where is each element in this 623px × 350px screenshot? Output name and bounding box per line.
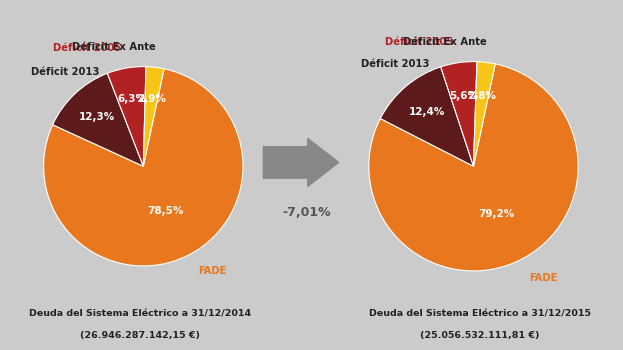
Wedge shape <box>44 69 243 266</box>
Text: Déficit 2013: Déficit 2013 <box>361 58 429 69</box>
Text: Déficit 2005: Déficit 2005 <box>53 43 121 53</box>
Text: -7,01%: -7,01% <box>282 206 331 219</box>
Wedge shape <box>107 66 146 166</box>
Text: Deuda del Sistema Eléctrico a 31/12/2014: Deuda del Sistema Eléctrico a 31/12/2014 <box>29 310 251 319</box>
Wedge shape <box>369 64 578 271</box>
Text: 78,5%: 78,5% <box>148 206 184 216</box>
Text: 2,9%: 2,9% <box>137 94 166 104</box>
Text: Déficit 2013: Déficit 2013 <box>31 67 99 77</box>
Text: Deuda del Sistema Eléctrico a 31/12/2015: Deuda del Sistema Eléctrico a 31/12/2015 <box>369 310 591 319</box>
Wedge shape <box>380 67 473 166</box>
Text: Déficit Ex Ante: Déficit Ex Ante <box>72 42 155 52</box>
Text: FADE: FADE <box>529 273 557 283</box>
Wedge shape <box>53 73 143 166</box>
Text: Déficit Ex Ante: Déficit Ex Ante <box>403 37 487 47</box>
Text: Déficit 2005: Déficit 2005 <box>385 37 454 47</box>
Wedge shape <box>440 62 477 166</box>
Text: 6,3%: 6,3% <box>117 94 146 104</box>
Wedge shape <box>473 62 495 166</box>
Text: 2,8%: 2,8% <box>468 91 497 100</box>
Wedge shape <box>143 66 164 166</box>
Text: 79,2%: 79,2% <box>478 209 514 218</box>
Text: 5,6%: 5,6% <box>449 91 478 101</box>
Text: 12,4%: 12,4% <box>409 107 445 117</box>
Text: (26.946.287.142,15 €): (26.946.287.142,15 €) <box>80 331 200 340</box>
FancyArrow shape <box>264 139 339 186</box>
Text: 12,3%: 12,3% <box>78 112 115 122</box>
Text: (25.056.532.111,81 €): (25.056.532.111,81 €) <box>420 331 540 340</box>
Text: FADE: FADE <box>198 266 227 277</box>
